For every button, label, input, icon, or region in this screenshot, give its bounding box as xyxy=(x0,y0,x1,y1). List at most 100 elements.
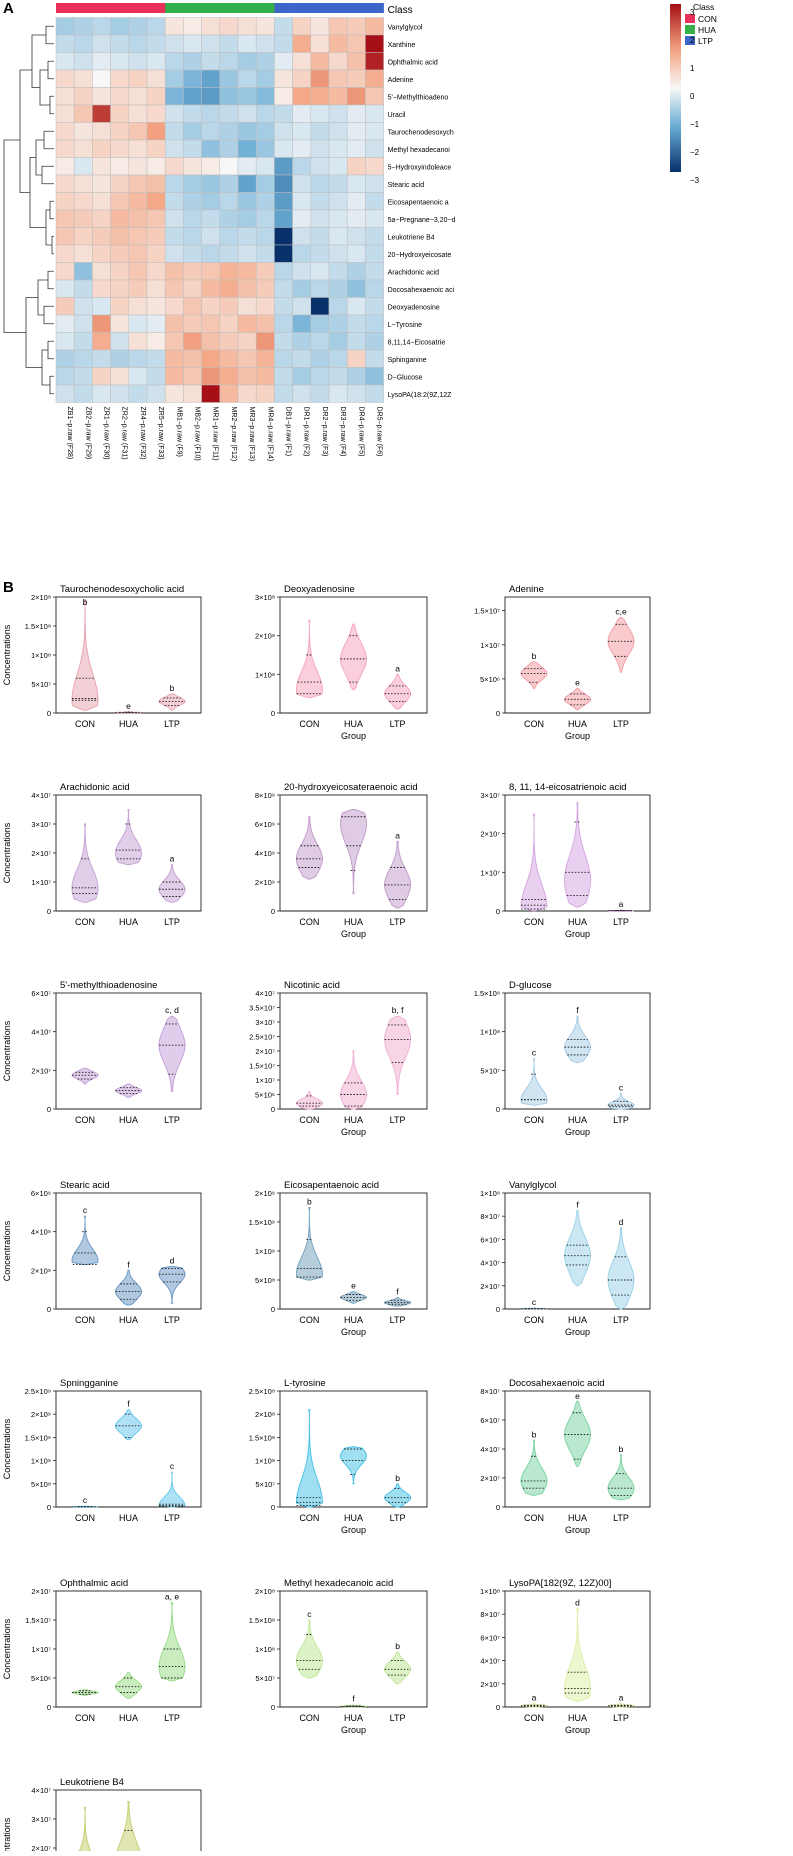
heatmap-cell xyxy=(201,262,221,281)
heatmap-cell xyxy=(310,349,330,368)
y-tick-label: 1.5×10⁷ xyxy=(25,1616,51,1625)
heatmap-cell xyxy=(201,52,221,71)
violin-chart-spningganine: Spningganine 0 5×10⁸ 1×10⁹ 1.5×10⁹ 2×10⁹ 2.5×1… xyxy=(2,1378,202,1523)
x-axis-label: Group xyxy=(341,1525,366,1535)
x-tick-label: HUA xyxy=(344,917,363,927)
chart-title: LysoPA[182(9Z, 12Z)00] xyxy=(509,1578,611,1589)
heatmap-cell xyxy=(255,279,275,298)
heatmap-cell xyxy=(237,157,257,176)
heatmap-row-label: Vanylglycol xyxy=(388,24,423,31)
heatmap-cell xyxy=(110,122,130,141)
violin-chart-5-methylthioadenosine: 5'-methylthioadenosine 0 2×10⁷ 4×10⁷ 6×10⁷ Co… xyxy=(2,980,202,1125)
y-tick-label: 6×10⁹ xyxy=(255,820,275,829)
heatmap-cell xyxy=(255,192,275,211)
heatmap-cell xyxy=(328,262,348,281)
heatmap-cell xyxy=(183,332,202,351)
heatmap-cell xyxy=(183,209,202,228)
heatmap-cell xyxy=(219,157,239,176)
heatmap-column-label: ZB2−p.raw (F29) xyxy=(84,407,91,460)
heatmap-cell xyxy=(128,244,148,263)
class-bar-cell xyxy=(201,3,221,13)
class-label: Class xyxy=(388,5,413,16)
color-scale-bar xyxy=(670,4,681,172)
heatmap-cell xyxy=(183,122,202,141)
violin-hua xyxy=(339,623,368,691)
heatmap-cell xyxy=(219,34,239,53)
heatmap-cell xyxy=(219,69,239,88)
x-tick-label: CON xyxy=(524,917,544,927)
heatmap-cell xyxy=(110,17,130,36)
y-tick-label: 5×10⁷ xyxy=(31,680,51,689)
x-tick-label: HUA xyxy=(344,1315,363,1325)
heatmap-cell xyxy=(201,209,221,228)
y-tick-label: 1×10⁸ xyxy=(255,1645,275,1654)
heatmap-cell xyxy=(346,314,366,333)
heatmap-cell xyxy=(346,157,366,176)
x-axis-label: Group xyxy=(565,731,590,741)
heatmap-cell xyxy=(73,34,93,53)
y-tick-label: 8×10⁹ xyxy=(255,791,275,800)
heatmap-cell xyxy=(110,87,130,106)
legend-swatch-con xyxy=(685,14,695,23)
heatmap-cell xyxy=(201,69,221,88)
x-tick-label: LTP xyxy=(613,917,629,927)
class-bar-cell xyxy=(92,3,111,13)
heatmap-cell xyxy=(146,227,166,246)
heatmap-cell xyxy=(346,34,366,53)
heatmap-cell xyxy=(346,139,366,158)
heatmap-row-label: L−Tyrosine xyxy=(388,322,423,329)
heatmap-cell xyxy=(73,384,93,403)
heatmap-cell xyxy=(365,192,384,211)
violin-chart-leukotriene-b4: Leukotriene B401×10⁷2×10⁷3×10⁷4×10⁷Conce… xyxy=(2,1777,202,1856)
significance-letter: a xyxy=(170,854,175,864)
heatmap-cell xyxy=(128,227,148,246)
heatmap-cell xyxy=(183,157,202,176)
heatmap-cell xyxy=(55,87,75,106)
heatmap-column-label: MB1−p.raw (F9) xyxy=(175,407,182,457)
heatmap-cell xyxy=(310,332,330,351)
violin-con xyxy=(295,816,323,880)
heatmap-cell xyxy=(183,192,202,211)
heatmap-cell xyxy=(328,192,348,211)
heatmap-cell xyxy=(365,367,384,386)
violin-con xyxy=(520,813,548,912)
x-tick-label: LTP xyxy=(613,1713,629,1723)
heatmap-cell xyxy=(73,367,93,386)
heatmap-cell xyxy=(292,174,312,193)
x-tick-label: HUA xyxy=(119,1513,138,1523)
heatmap-cell xyxy=(346,227,366,246)
y-tick-label: 0 xyxy=(496,1703,500,1712)
scale-tick-label: −2 xyxy=(690,148,700,157)
heatmap-cell xyxy=(219,17,239,36)
significance-letter: c xyxy=(83,1205,88,1215)
heatmap-column-label: DR4−p.raw (F5) xyxy=(357,407,364,457)
heatmap-cell xyxy=(237,367,257,386)
y-axis-label: Concentrations xyxy=(2,1020,12,1081)
heatmap-cell xyxy=(55,139,75,158)
heatmap-cell xyxy=(128,122,148,141)
violin-con xyxy=(71,823,99,903)
heatmap-cell xyxy=(274,69,293,88)
violin-hua xyxy=(114,809,143,866)
heatmap-cell xyxy=(110,209,130,228)
class-bar-cell xyxy=(183,3,202,13)
y-tick-label: 0 xyxy=(47,1703,51,1712)
heatmap-cell xyxy=(128,279,148,298)
heatmap-cell xyxy=(219,209,239,228)
heatmap-cell xyxy=(183,174,202,193)
heatmap-cell xyxy=(292,262,312,281)
dendrogram-branch xyxy=(47,270,54,290)
heatmap-cell xyxy=(92,69,111,88)
heatmap-cell xyxy=(164,279,184,298)
y-tick-label: 0 xyxy=(496,709,500,718)
heatmap-cell xyxy=(164,69,184,88)
heatmap-cell xyxy=(237,227,257,246)
heatmap-cell xyxy=(110,227,130,246)
heatmap-cell xyxy=(183,279,202,298)
dendrogram-branch xyxy=(39,69,50,106)
heatmap-cell xyxy=(110,367,130,386)
heatmap-cell xyxy=(255,297,275,316)
heatmap-cell xyxy=(292,52,312,71)
heatmap-cell xyxy=(55,34,75,53)
significance-letter: b xyxy=(83,597,88,607)
